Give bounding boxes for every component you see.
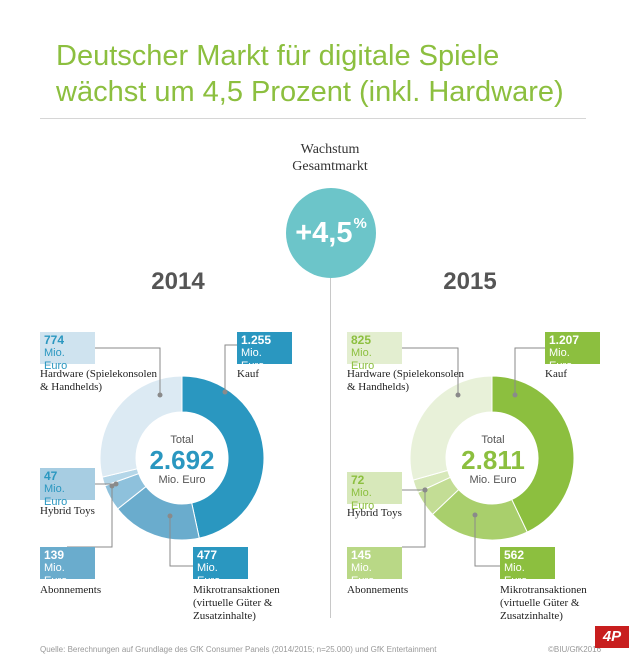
- label-2014-hardware: Hardware (Spielekonsolen & Handhelds): [40, 368, 157, 393]
- value-2015-kauf: 1.207: [549, 333, 580, 347]
- unit-2014-abo: Mio. Euro: [44, 562, 68, 587]
- leader-2014-hardware: [95, 347, 161, 395]
- unit-2015-hardware: Mio. Euro: [351, 347, 375, 372]
- box-2015-abo: 145 Mio. Euro: [347, 547, 402, 587]
- slice-2014-hardware: [99, 375, 183, 478]
- growth-label: Wachstum Gesamtmarkt: [260, 141, 400, 175]
- leader-dot-2014-hardware: [157, 392, 163, 398]
- label-2015-abo: Abonnements: [347, 584, 409, 596]
- label-2014-hybrid: Hybrid Toys: [40, 505, 95, 517]
- leader-dot-2014-abo: [109, 483, 115, 489]
- value-2015-mikro: 562: [504, 548, 525, 562]
- slice-2015-kauf: [491, 375, 575, 533]
- value-2014-mikro: 477: [197, 548, 218, 562]
- total-2015-label: Total: [481, 434, 505, 446]
- site-logo: 4P: [595, 626, 629, 648]
- box-2014-hardware: 774 Mio. Euro: [40, 332, 95, 372]
- label-2014-kauf: Kauf: [237, 368, 259, 380]
- title-divider: [40, 118, 586, 119]
- label-2014-abo: Abonnements: [40, 584, 102, 596]
- leader-dot-2015-mikro: [472, 512, 478, 518]
- year-2015-heading: 2015: [443, 268, 497, 295]
- unit-2015-hybrid: Mio. Euro: [351, 487, 375, 512]
- year-2014-heading: 2014: [151, 268, 205, 295]
- title-line-2: wächst um 4,5 Prozent (inkl. Hardware): [56, 76, 564, 108]
- value-2014-hybrid: 47: [44, 469, 58, 483]
- total-2015: Total 2.811 Mio. Euro: [448, 434, 538, 486]
- growth-label-line-1: Wachstum: [300, 142, 360, 157]
- value-2015-hybrid: 72: [351, 473, 365, 487]
- label-2015-hybrid: Hybrid Toys: [347, 507, 402, 519]
- total-2014-value: 2.692: [149, 445, 215, 475]
- box-2014-kauf: 1.255 Mio. Euro: [237, 332, 292, 372]
- total-2014: Total 2.692 Mio. Euro: [137, 434, 227, 486]
- box-2014-hybrid: 47 Mio. Euro: [40, 468, 95, 508]
- label-2014-mikro: Mikrotransaktionen (virtuelle Güter & Zu…: [193, 584, 280, 622]
- total-2015-value: 2.811: [461, 445, 525, 475]
- box-2015-mikro: 562 Mio. Euro: [500, 547, 555, 587]
- value-2014-kauf: 1.255: [241, 333, 272, 347]
- growth-badge: +4,5%: [286, 188, 376, 278]
- leader-2015-kauf: [514, 347, 545, 395]
- source-footnote: Quelle: Berechnungen auf Grundlage des G…: [40, 645, 437, 654]
- total-2014-unit: Mio. Euro: [158, 474, 206, 486]
- year-divider: [330, 278, 331, 618]
- page-title: Deutscher Markt für digitale Spiele wäch…: [56, 38, 616, 110]
- leader-dot-2015-hardware: [455, 392, 461, 398]
- unit-2014-hybrid: Mio. Euro: [44, 483, 68, 508]
- title-line-1: Deutscher Markt für digitale Spiele: [56, 40, 500, 72]
- leader-2015-hardware: [402, 347, 459, 395]
- growth-value: +4,5: [295, 216, 353, 249]
- copyright: ©BIU/GfK2016: [548, 645, 602, 654]
- label-2015-mikro: Mikrotransaktionen (virtuelle Güter & Zu…: [500, 584, 587, 622]
- value-2015-hardware: 825: [351, 333, 372, 347]
- value-2015-abo: 145: [351, 548, 372, 562]
- growth-unit: %: [353, 214, 367, 232]
- slice-2015-hardware: [409, 375, 493, 481]
- unit-2015-abo: Mio. Euro: [351, 562, 375, 587]
- box-2014-abo: 139 Mio. Euro: [40, 547, 95, 587]
- leader-2015-abo: [402, 490, 426, 548]
- unit-2015-kauf: Mio. Euro: [549, 347, 573, 372]
- value-2014-abo: 139: [44, 548, 65, 562]
- leader-2015-mikro: [474, 515, 500, 567]
- leader-dot-2015-kauf: [512, 392, 518, 398]
- leader-dot-2014-hybrid: [113, 481, 119, 487]
- slice-2014-kauf: [181, 375, 265, 539]
- leader-dot-2014-kauf: [222, 389, 228, 395]
- value-2014-hardware: 774: [44, 333, 65, 347]
- total-2015-unit: Mio. Euro: [469, 474, 517, 486]
- label-2015-kauf: Kauf: [545, 368, 567, 380]
- unit-2014-mikro: Mio. Euro: [197, 562, 221, 587]
- unit-2014-hardware: Mio. Euro: [44, 347, 68, 372]
- total-2014-label: Total: [170, 434, 194, 446]
- box-2015-hybrid: 72 Mio. Euro: [347, 472, 402, 512]
- unit-2014-kauf: Mio. Euro: [241, 347, 265, 372]
- box-2014-mikro: 477 Mio. Euro: [193, 547, 248, 587]
- label-2015-hardware: Hardware (Spielekonsolen & Handhelds): [347, 368, 464, 393]
- leader-dot-2015-hybrid: [422, 487, 428, 493]
- unit-2015-mikro: Mio. Euro: [504, 562, 528, 587]
- leader-dot-2014-mikro: [167, 513, 173, 519]
- growth-label-line-2: Gesamtmarkt: [292, 159, 368, 174]
- box-2015-kauf: 1.207 Mio. Euro: [545, 332, 600, 372]
- box-2015-hardware: 825 Mio. Euro: [347, 332, 402, 372]
